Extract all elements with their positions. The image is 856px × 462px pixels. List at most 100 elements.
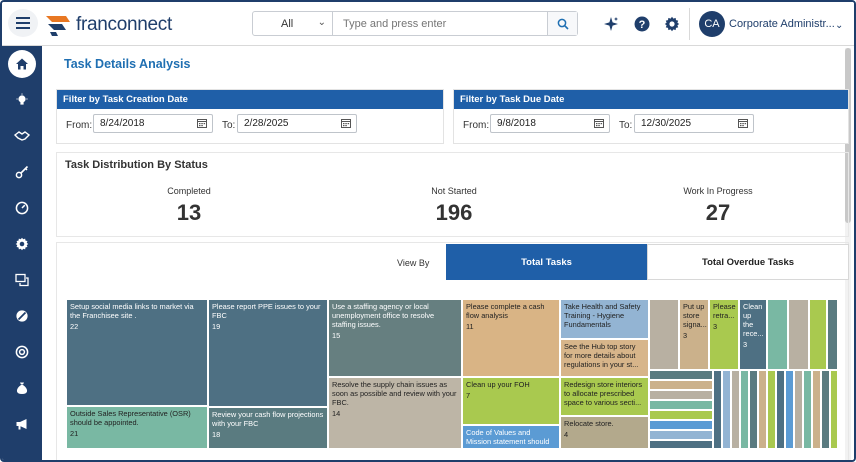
sidebar-item-dashboard[interactable] bbox=[8, 194, 36, 222]
treemap-cell[interactable] bbox=[785, 370, 794, 449]
treemap-cell[interactable] bbox=[649, 440, 713, 449]
treemap-cell[interactable] bbox=[649, 430, 713, 440]
treemap-cell[interactable]: Code of Values and Mission statement sho… bbox=[462, 425, 560, 449]
treemap-cell[interactable] bbox=[821, 370, 830, 449]
treemap-cell[interactable]: Review your cash flow projections with y… bbox=[208, 407, 328, 449]
sidebar-item-messages[interactable] bbox=[8, 266, 36, 294]
treemap-cell[interactable]: Please report PPE issues to your FBC 19 bbox=[208, 299, 328, 407]
treemap-cell-label: Please report PPE issues to your FBC bbox=[212, 302, 321, 320]
treemap-cell[interactable]: Put up store signa... 3 bbox=[679, 299, 709, 370]
avatar[interactable]: CA bbox=[699, 11, 725, 37]
calendar-icon[interactable] bbox=[738, 118, 748, 128]
treemap-cell[interactable] bbox=[713, 370, 722, 449]
sidebar-item-access[interactable] bbox=[8, 158, 36, 186]
treemap-cell[interactable]: Clean up your FOH 7 bbox=[462, 377, 560, 425]
logo[interactable]: franconnect bbox=[44, 11, 172, 39]
treemap-cell[interactable] bbox=[649, 380, 713, 390]
tab-total-overdue-tasks[interactable]: Total Overdue Tasks bbox=[647, 244, 849, 280]
home-icon bbox=[16, 58, 28, 70]
sidebar-item-settings[interactable] bbox=[8, 230, 36, 258]
chevron-down-icon[interactable]: ⌄ bbox=[835, 20, 844, 31]
calendar-icon[interactable] bbox=[594, 118, 604, 128]
treemap-cell[interactable] bbox=[649, 390, 713, 400]
tab-total-tasks[interactable]: Total Tasks bbox=[446, 244, 647, 280]
sidebar-item-ideas[interactable] bbox=[8, 86, 36, 114]
treemap-cell[interactable] bbox=[722, 370, 731, 449]
treemap-cell-label: Take Health and Safety Training - Hygien… bbox=[564, 302, 641, 329]
due-to-date-field[interactable]: 12/30/2025 bbox=[634, 114, 754, 133]
treemap-cell[interactable] bbox=[758, 370, 767, 449]
badge-icon bbox=[16, 310, 28, 322]
search-icon[interactable] bbox=[547, 12, 577, 35]
treemap-cell[interactable] bbox=[749, 370, 758, 449]
treemap-cell[interactable]: Take Health and Safety Training - Hygien… bbox=[560, 299, 649, 339]
treemap-cell[interactable]: Resolve the supply chain issues as soon … bbox=[328, 377, 462, 449]
creation-from-date-field[interactable]: 8/24/2018 bbox=[93, 114, 213, 133]
treemap-cell[interactable] bbox=[649, 400, 713, 410]
to-label: To: bbox=[222, 120, 236, 131]
treemap-cell[interactable] bbox=[740, 370, 749, 449]
creation-to-date-field[interactable]: 2/28/2025 bbox=[237, 114, 357, 133]
treemap-cell[interactable]: Please retra... 3 bbox=[709, 299, 739, 370]
help-icon[interactable]: ? bbox=[633, 15, 651, 33]
sidebar-item-partners[interactable] bbox=[8, 122, 36, 150]
treemap-cell[interactable] bbox=[649, 299, 679, 370]
treemap-cell[interactable]: Please complete a cash flow analysis 11 bbox=[462, 299, 560, 377]
stat-value-completed: 13 bbox=[176, 200, 202, 225]
calendar-icon[interactable] bbox=[341, 118, 351, 128]
sidebar-item-training[interactable] bbox=[8, 302, 36, 330]
treemap-cell[interactable] bbox=[767, 299, 788, 370]
treemap-cell[interactable] bbox=[827, 299, 838, 370]
treemap-cell[interactable]: See the Hub top story for more details a… bbox=[560, 339, 649, 377]
treemap-cell-label: Put up store signa... bbox=[683, 302, 707, 329]
treemap-cell[interactable] bbox=[830, 370, 838, 449]
gear-icon[interactable] bbox=[663, 15, 681, 33]
due-from-date-field[interactable]: 9/8/2018 bbox=[490, 114, 610, 133]
treemap-cell[interactable]: Outside Sales Representative (OSR) shoul… bbox=[66, 406, 208, 449]
sparkle-icon[interactable] bbox=[602, 15, 620, 33]
treemap-cell-value: 15 bbox=[332, 331, 341, 340]
treemap-cell[interactable] bbox=[731, 370, 740, 449]
treemap-cell[interactable] bbox=[767, 370, 776, 449]
treemap-cell[interactable] bbox=[649, 410, 713, 420]
treemap-cell[interactable]: Redesign store interiors to allocate pre… bbox=[560, 377, 649, 416]
treemap-cell[interactable]: Clean up the rece... 3 bbox=[739, 299, 767, 370]
sidebar-item-support[interactable] bbox=[8, 338, 36, 366]
treemap-cell-label: Redesign store interiors to allocate pre… bbox=[564, 380, 643, 407]
treemap-cell-value: 21 bbox=[70, 429, 79, 438]
treemap-cell[interactable]: Setup social media links to market via t… bbox=[66, 299, 208, 406]
chat-icon bbox=[15, 273, 29, 287]
treemap-cell-value: 11 bbox=[466, 322, 474, 331]
treemap-cell-value: 3 bbox=[683, 331, 688, 340]
treemap-cell[interactable] bbox=[794, 370, 803, 449]
search-scope-select[interactable]: All ⌄ bbox=[253, 12, 333, 35]
treemap-cell[interactable]: Use a staffing agency or local unemploym… bbox=[328, 299, 462, 377]
treemap-cell-label: Use a staffing agency or local unemploym… bbox=[332, 302, 435, 329]
divider bbox=[689, 8, 690, 40]
user-name[interactable]: Corporate Administr... bbox=[729, 18, 835, 30]
treemap-cell[interactable]: Relocate store. 4 bbox=[560, 416, 649, 449]
sidebar-item-home[interactable] bbox=[8, 50, 36, 78]
treemap-cell[interactable] bbox=[649, 420, 713, 430]
search-input[interactable] bbox=[333, 12, 547, 35]
treemap-cell[interactable] bbox=[788, 299, 809, 370]
menu-icon[interactable] bbox=[8, 9, 38, 37]
sidebar-item-marketing[interactable] bbox=[8, 410, 36, 438]
treemap-cell[interactable] bbox=[809, 299, 827, 370]
view-by-label: View By bbox=[397, 258, 430, 268]
view-by-panel: View By Total Tasks Total Overdue Tasks bbox=[56, 242, 849, 460]
treemap-cell-value: 14 bbox=[332, 409, 341, 418]
treemap-cell-value: 7 bbox=[466, 391, 471, 400]
treemap-cell-value: 3 bbox=[713, 322, 718, 331]
treemap-cell-label: Clean up your FOH bbox=[466, 380, 530, 389]
sidebar-item-finance[interactable] bbox=[8, 374, 36, 402]
task-distribution-panel: Task Distribution By Status Completed 13… bbox=[56, 152, 849, 237]
treemap-cell[interactable] bbox=[812, 370, 821, 449]
treemap-cell[interactable] bbox=[649, 370, 713, 380]
creation-to-value: 2/28/2025 bbox=[244, 118, 289, 129]
treemap-cell[interactable] bbox=[803, 370, 812, 449]
calendar-icon[interactable] bbox=[197, 118, 207, 128]
search-scope-value: All bbox=[281, 17, 294, 30]
treemap-cell[interactable] bbox=[776, 370, 785, 449]
